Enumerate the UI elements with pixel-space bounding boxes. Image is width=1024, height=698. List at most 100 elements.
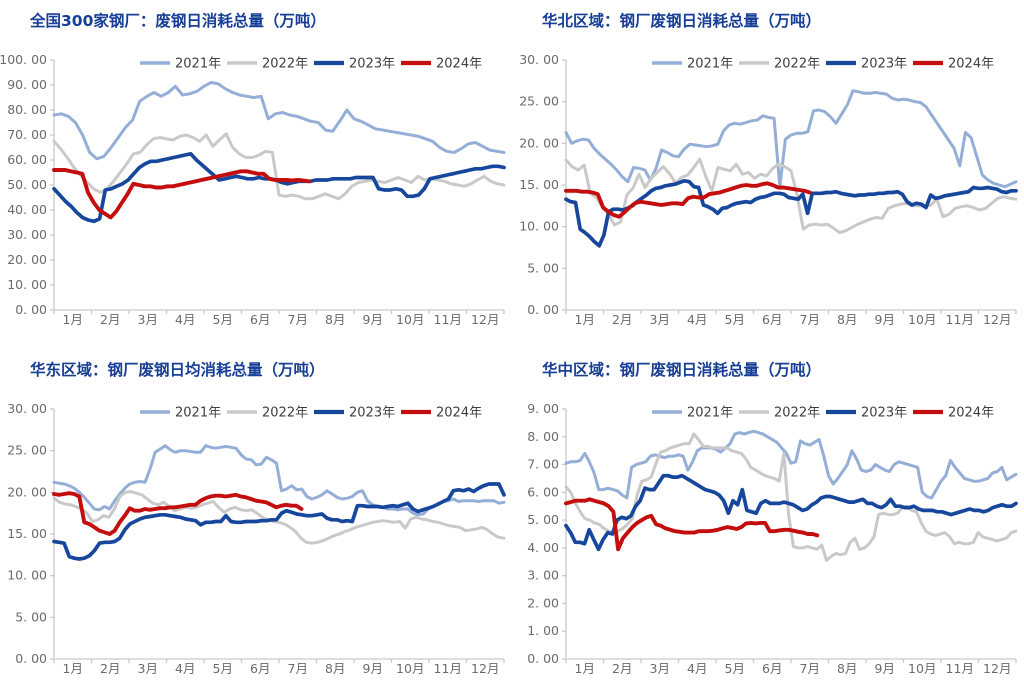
x-axis-month-label: 11月 [946, 312, 974, 327]
series-line-2021 [52, 81, 506, 161]
x-axis-month-label: 6月 [250, 661, 270, 676]
x-axis-month-label: 1月 [63, 312, 83, 327]
y-axis-tick-label: 0. 00 [15, 651, 47, 666]
x-axis-month-label: 8月 [325, 661, 345, 676]
chart-title: 全国300家钢厂：废钢日消耗总量（万吨） [29, 11, 326, 30]
y-axis-tick-label: 0. 00 [527, 302, 559, 317]
x-axis-month-label: 12月 [471, 312, 499, 327]
chart-national-300-mills: 全国300家钢厂：废钢日消耗总量（万吨） 0. 00 10. 00 20. 00 30… [0, 0, 512, 349]
chart-title: 华北区域：钢厂废钢日消耗总量（万吨） [542, 11, 821, 30]
legend-label-2022: 2022年 [774, 57, 820, 72]
chart-east-china: 华东区域：钢厂废钢日均消耗总量（万吨） 0. 00 5. 00 10. 00 15. … [0, 349, 512, 698]
legend-label-2021: 2021年 [687, 57, 733, 72]
legend-label-2022: 2022年 [262, 57, 308, 72]
x-axis-month-label: 7月 [800, 661, 820, 676]
x-axis-month-label: 12月 [471, 661, 499, 676]
y-axis-tick-label: 7. 00 [527, 457, 559, 472]
x-axis-month-label: 6月 [762, 661, 782, 676]
legend-label-2021: 2021年 [175, 57, 221, 72]
x-axis-month-label: 7月 [288, 661, 308, 676]
y-axis-tick-label: 5. 00 [15, 609, 47, 624]
x-axis-month-label: 3月 [650, 661, 670, 676]
x-axis-month-label: 10月 [908, 661, 936, 676]
x-axis-month-label: 10月 [908, 312, 936, 327]
series-line-2024 [564, 181, 812, 219]
y-axis-tick-label: 5. 00 [527, 260, 559, 275]
series-line-2023 [52, 482, 506, 561]
series-line-2021 [564, 429, 1018, 500]
series-line-2021 [564, 89, 1018, 189]
y-axis-tick-label: 20. 00 [7, 252, 47, 267]
legend-label-2024: 2024年 [948, 57, 994, 72]
y-axis-tick-label: 10. 00 [7, 568, 47, 583]
x-axis-month-label: 1月 [575, 661, 595, 676]
x-axis-month-label: 2月 [100, 661, 120, 676]
y-axis-tick-label: 10. 00 [519, 219, 559, 234]
x-axis-month-label: 1月 [575, 312, 595, 327]
y-axis-tick-label: 1. 00 [527, 623, 559, 638]
y-axis-tick-label: 10. 00 [7, 277, 47, 292]
legend-label-2021: 2021年 [687, 406, 733, 421]
x-axis-month-label: 11月 [946, 661, 974, 676]
x-axis-month-label: 7月 [288, 312, 308, 327]
y-axis-tick-label: 8. 00 [527, 429, 559, 444]
legend-label-2022: 2022年 [774, 406, 820, 421]
y-axis-tick-label: 4. 00 [527, 540, 559, 555]
series-line-2022 [52, 490, 506, 545]
x-axis-month-label: 9月 [875, 312, 895, 327]
x-axis-month-label: 2月 [612, 661, 632, 676]
x-axis-month-label: 12月 [983, 661, 1011, 676]
x-axis-month-label: 6月 [250, 312, 270, 327]
series-line-2023 [564, 473, 1018, 552]
y-axis-tick-label: 25. 00 [519, 94, 559, 109]
x-axis-month-label: 1月 [63, 661, 83, 676]
y-axis-tick-label: 80. 00 [7, 102, 47, 117]
series-line-2022 [564, 432, 1018, 562]
y-axis-tick-label: 6. 00 [527, 484, 559, 499]
chart-title: 华中区域：钢厂废钢日消耗总量（万吨） [542, 360, 821, 379]
x-axis-month-label: 10月 [396, 312, 424, 327]
x-axis-month-label: 11月 [434, 312, 462, 327]
x-axis-month-label: 8月 [837, 312, 857, 327]
x-axis-month-label: 2月 [100, 312, 120, 327]
y-axis-tick-label: 40. 00 [7, 202, 47, 217]
x-axis-month-label: 7月 [800, 312, 820, 327]
y-axis-tick-label: 30. 00 [7, 227, 47, 242]
x-axis-month-label: 8月 [325, 312, 345, 327]
x-axis-month-label: 4月 [175, 312, 195, 327]
chart-central-china: 华中区域：钢厂废钢日消耗总量（万吨） 0. 00 1. 00 2. 00 3. 00 4… [512, 349, 1024, 698]
x-axis-month-label: 10月 [396, 661, 424, 676]
x-axis-month-label: 5月 [725, 661, 745, 676]
x-axis-month-label: 5月 [213, 312, 233, 327]
legend-label-2023: 2023年 [861, 406, 907, 421]
chart-canvas-north-china: 华北区域：钢厂废钢日消耗总量（万吨） 0. 00 5. 00 10. 00 15. 0… [519, 11, 1018, 327]
x-axis-month-label: 3月 [650, 312, 670, 327]
legend-label-2023: 2023年 [349, 57, 395, 72]
y-axis-tick-label: 15. 00 [7, 526, 47, 541]
x-axis-month-label: 4月 [687, 312, 707, 327]
legend-label-2024: 2024年 [436, 406, 482, 421]
chart-title: 华东区域：钢厂废钢日均消耗总量（万吨） [30, 360, 325, 379]
series-line-2023 [564, 178, 1018, 248]
series-line-2024 [52, 491, 304, 536]
chart-canvas-central-china: 华中区域：钢厂废钢日消耗总量（万吨） 0. 00 1. 00 2. 00 3. 00 4… [527, 360, 1018, 676]
legend-label-2024: 2024年 [436, 57, 482, 72]
x-axis-month-label: 4月 [175, 661, 195, 676]
y-axis-tick-label: 20. 00 [7, 484, 47, 499]
y-axis-tick-label: 2. 00 [527, 595, 559, 610]
x-axis-month-label: 12月 [983, 312, 1011, 327]
y-axis-tick-label: 0. 00 [527, 651, 559, 666]
y-axis-tick-label: 9. 00 [527, 401, 559, 416]
x-axis-month-label: 5月 [725, 312, 745, 327]
x-axis-month-label: 8月 [837, 661, 857, 676]
y-axis-tick-label: 3. 00 [527, 568, 559, 583]
x-axis-month-label: 9月 [363, 312, 383, 327]
y-axis-tick-label: 90. 00 [7, 77, 47, 92]
legend-label-2023: 2023年 [349, 406, 395, 421]
y-axis-tick-label: 5. 00 [527, 512, 559, 527]
x-axis-month-label: 11月 [434, 661, 462, 676]
y-axis-tick-label: 30. 00 [519, 52, 559, 67]
legend-label-2021: 2021年 [175, 406, 221, 421]
x-axis-month-label: 4月 [687, 661, 707, 676]
